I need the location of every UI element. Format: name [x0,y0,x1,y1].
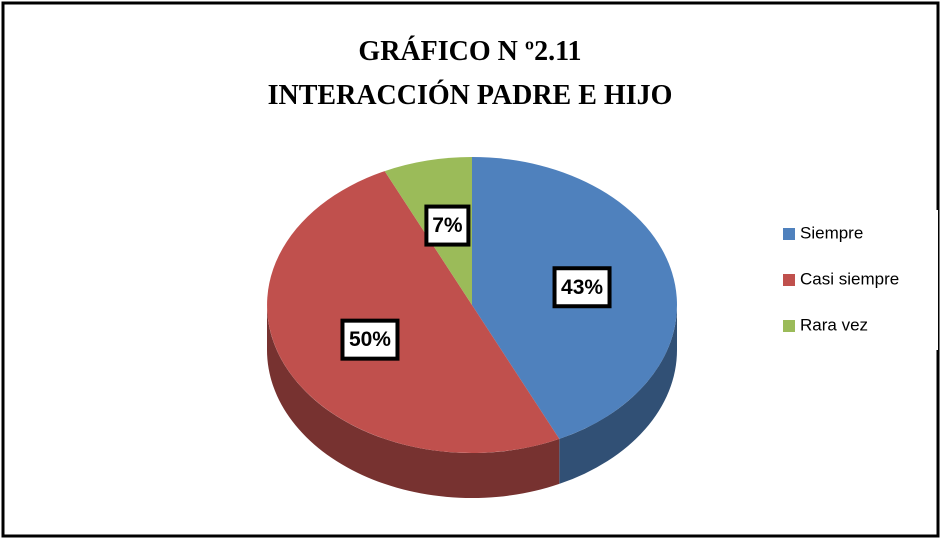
legend-swatch [783,320,795,332]
value-label: 43% [561,276,603,299]
chart-title: INTERACCIÓN PADRE E HIJO [268,80,673,111]
legend-swatch [783,274,795,286]
slice-side [267,305,560,498]
legend-box [772,210,938,350]
value-label: 7% [432,214,463,237]
chart-title: GRÁFICO N º2.11 [358,36,581,67]
value-label-box [340,318,400,361]
value-label-box [552,266,612,309]
legend-label: Casi siempre [800,269,899,288]
legend-label: Siempre [800,223,863,242]
slice-side [559,305,677,484]
value-label: 50% [349,328,391,351]
legend-swatch [783,228,795,240]
slice [267,171,560,453]
value-label-box [424,204,471,247]
legend-label: Rara vez [800,315,868,334]
